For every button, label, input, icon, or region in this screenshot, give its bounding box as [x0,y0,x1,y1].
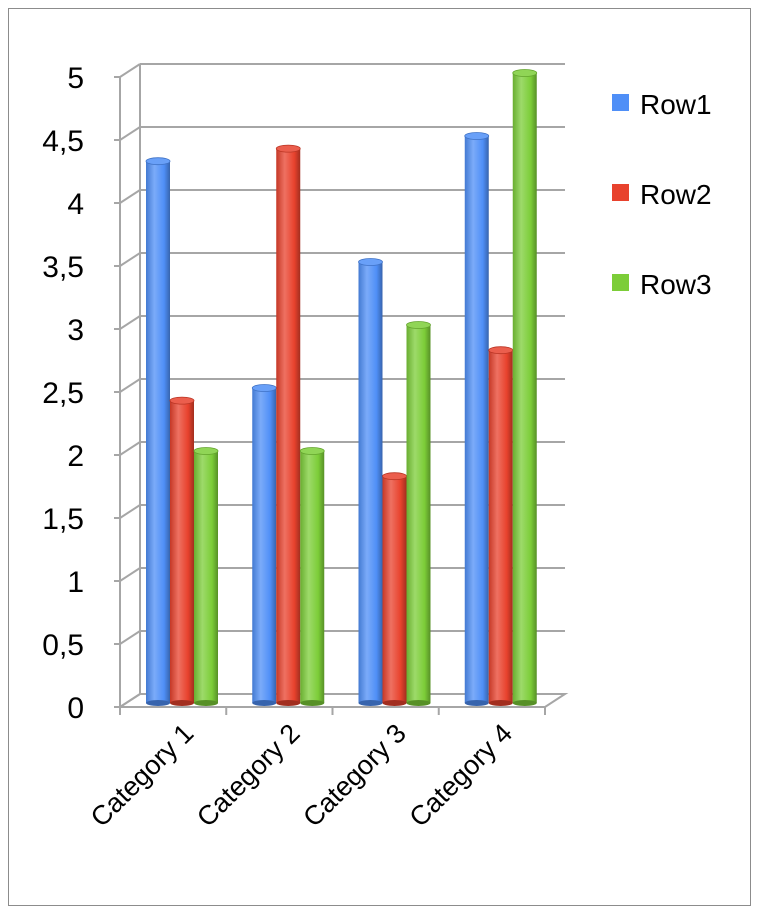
legend-swatch [612,94,629,111]
x-tick-label: Category 4 [404,718,519,833]
y-tick-label: 5 [67,62,84,95]
legend: Row1 Row2 Row3 [612,89,712,300]
y-tick-label: 0,5 [42,629,84,662]
bar [464,132,490,706]
y-tick-label: 1,5 [42,503,84,536]
legend-label: Row2 [640,179,712,210]
legend-swatch [612,184,629,201]
bar [169,396,195,706]
y-tick-label: 3,5 [42,251,84,284]
bars [145,69,538,706]
bar [406,321,431,706]
bar [488,346,514,706]
legend-label: Row3 [640,269,712,300]
y-tick-label: 2,5 [42,377,84,410]
legend-label: Row1 [640,89,712,120]
x-tick-label: Category 3 [297,718,412,833]
legend-swatch [612,274,629,291]
x-tick-label: Category 2 [191,718,306,833]
x-tick-label: Category 1 [85,718,200,833]
bar [145,157,171,706]
bar [358,258,383,706]
y-tick-label: 2 [67,440,84,473]
y-tick-label: 4,5 [42,125,84,158]
y-tick-label: 0 [67,692,84,725]
axes [114,76,546,715]
y-tick-label: 1 [67,566,84,599]
bar [251,384,277,706]
y-tick-label: 4 [67,188,84,221]
bar [382,472,407,706]
y-tick-label: 3 [67,314,84,347]
bar [193,447,219,706]
y-axis-tick-labels: 0 0,5 1 1,5 2 2,5 3 3,5 4 4,5 5 [42,62,84,725]
bar [299,447,325,706]
bar [275,144,301,706]
bar [512,69,538,706]
